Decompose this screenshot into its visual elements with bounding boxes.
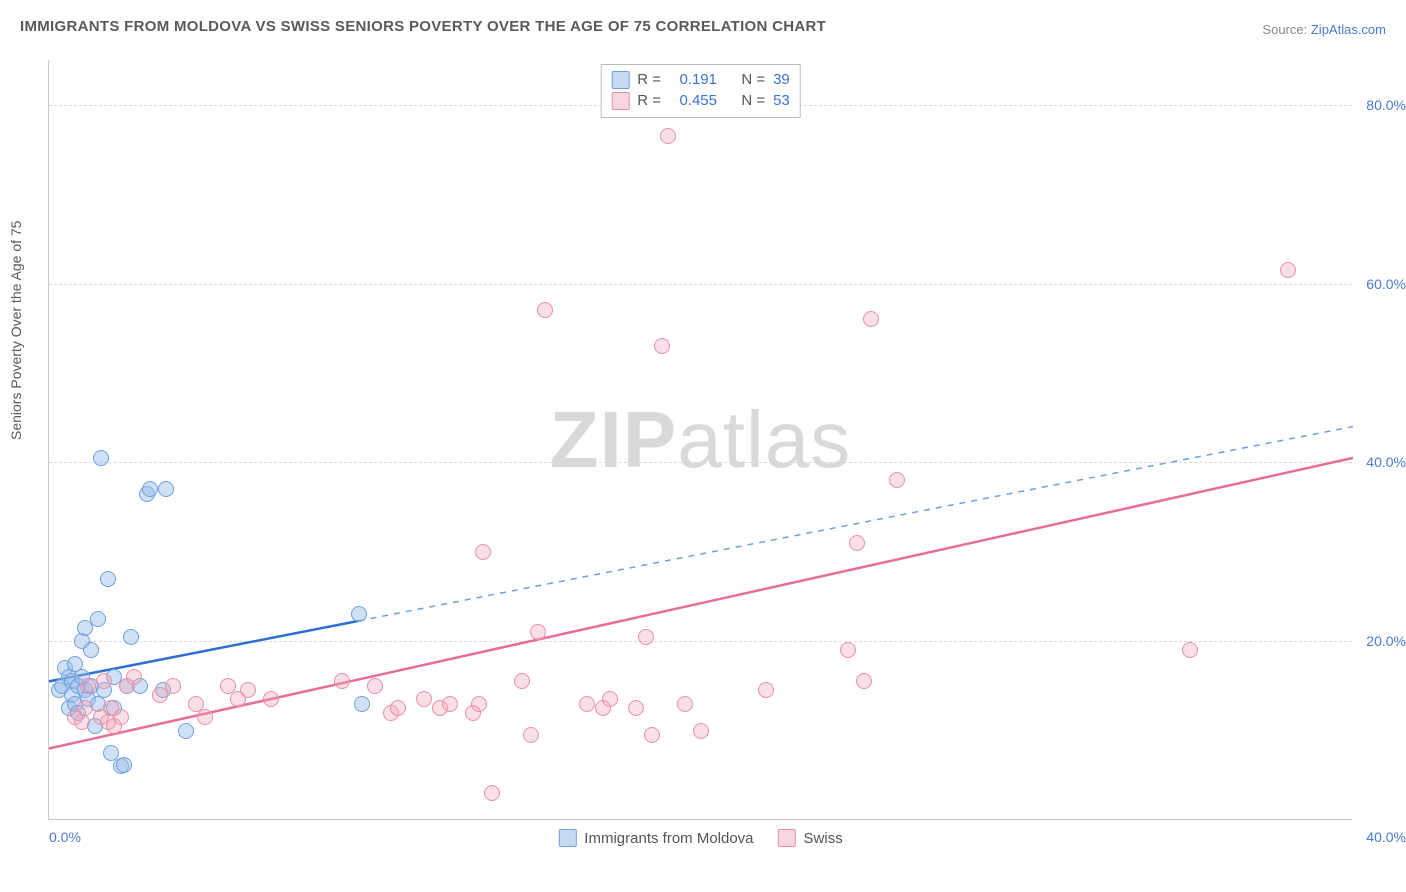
scatter-point: [367, 678, 383, 694]
source-label: Source:: [1262, 22, 1307, 37]
swatch-icon: [558, 829, 576, 847]
scatter-point: [90, 611, 106, 627]
scatter-point: [677, 696, 693, 712]
scatter-point: [93, 450, 109, 466]
x-tick-label: 40.0%: [1366, 829, 1406, 845]
r-value: 0.191: [669, 69, 717, 90]
scatter-point: [579, 696, 595, 712]
scatter-point: [530, 624, 546, 640]
scatter-point: [514, 673, 530, 689]
scatter-point: [644, 727, 660, 743]
scatter-point: [263, 691, 279, 707]
scatter-point: [83, 642, 99, 658]
y-tick-label: 60.0%: [1366, 276, 1406, 292]
scatter-point: [240, 682, 256, 698]
n-label: N =: [741, 69, 765, 90]
scatter-point: [628, 700, 644, 716]
trend-line: [49, 458, 1353, 749]
y-tick-label: 20.0%: [1366, 633, 1406, 649]
x-tick-label: 0.0%: [49, 829, 81, 845]
scatter-point: [74, 714, 90, 730]
scatter-point: [654, 338, 670, 354]
legend-label: Immigrants from Moldova: [584, 830, 753, 847]
scatter-point: [142, 481, 158, 497]
scatter-point: [116, 757, 132, 773]
scatter-point: [197, 709, 213, 725]
y-tick-label: 40.0%: [1366, 454, 1406, 470]
legend-item: Swiss: [778, 829, 843, 847]
legend-label: Swiss: [804, 830, 843, 847]
scatter-point: [416, 691, 432, 707]
trend-line-dashed: [359, 427, 1353, 621]
scatter-point: [1182, 642, 1198, 658]
scatter-point: [840, 642, 856, 658]
chart-title: IMMIGRANTS FROM MOLDOVA VS SWISS SENIORS…: [20, 18, 826, 35]
scatter-point: [889, 472, 905, 488]
gridline: [49, 641, 1352, 642]
scatter-point: [693, 723, 709, 739]
scatter-point: [100, 571, 116, 587]
scatter-point: [80, 678, 96, 694]
scatter-point: [126, 669, 142, 685]
swatch-icon: [778, 829, 796, 847]
y-axis-label: Seniors Poverty Over the Age of 75: [8, 221, 24, 440]
scatter-plot-area: ZIPatlas R = 0.191 N = 39 R = 0.455 N = …: [48, 60, 1352, 820]
scatter-point: [113, 709, 129, 725]
scatter-point: [158, 481, 174, 497]
scatter-point: [849, 535, 865, 551]
r-label: R =: [637, 90, 661, 111]
gridline: [49, 284, 1352, 285]
scatter-point: [178, 723, 194, 739]
scatter-point: [523, 727, 539, 743]
stats-row: R = 0.455 N = 53: [611, 90, 790, 111]
r-value: 0.455: [669, 90, 717, 111]
watermark-bold: ZIP: [550, 395, 677, 484]
scatter-point: [351, 606, 367, 622]
n-value: 53: [773, 90, 790, 111]
swatch-icon: [611, 92, 629, 110]
scatter-point: [471, 696, 487, 712]
scatter-point: [165, 678, 181, 694]
scatter-point: [660, 128, 676, 144]
n-label: N =: [741, 90, 765, 111]
scatter-point: [475, 544, 491, 560]
scatter-point: [638, 629, 654, 645]
scatter-point: [1280, 262, 1296, 278]
gridline: [49, 462, 1352, 463]
scatter-point: [96, 673, 112, 689]
stats-row: R = 0.191 N = 39: [611, 69, 790, 90]
source-link[interactable]: ZipAtlas.com: [1311, 22, 1386, 37]
correlation-stats-box: R = 0.191 N = 39 R = 0.455 N = 53: [600, 64, 801, 118]
scatter-point: [537, 302, 553, 318]
scatter-point: [856, 673, 872, 689]
x-axis-legend: Immigrants from Moldova Swiss: [558, 829, 842, 847]
scatter-point: [123, 629, 139, 645]
watermark-light: atlas: [677, 395, 851, 484]
n-value: 39: [773, 69, 790, 90]
scatter-point: [334, 673, 350, 689]
scatter-point: [602, 691, 618, 707]
legend-item: Immigrants from Moldova: [558, 829, 753, 847]
scatter-point: [758, 682, 774, 698]
watermark: ZIPatlas: [550, 394, 851, 486]
trend-lines-layer: [49, 60, 1353, 820]
source-attribution: Source: ZipAtlas.com: [1262, 22, 1386, 37]
scatter-point: [390, 700, 406, 716]
swatch-icon: [611, 71, 629, 89]
scatter-point: [442, 696, 458, 712]
scatter-point: [77, 700, 93, 716]
y-tick-label: 80.0%: [1366, 97, 1406, 113]
scatter-point: [354, 696, 370, 712]
r-label: R =: [637, 69, 661, 90]
scatter-point: [863, 311, 879, 327]
scatter-point: [484, 785, 500, 801]
